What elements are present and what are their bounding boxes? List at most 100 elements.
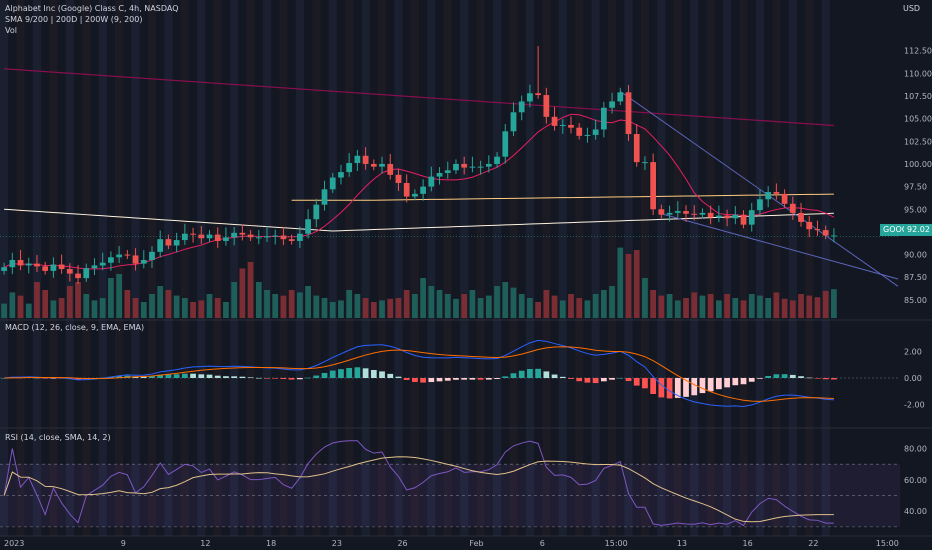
y-tick-label: 112.50	[904, 47, 932, 56]
volume-bar	[108, 278, 114, 318]
session-band	[509, 0, 518, 536]
volume-bar	[798, 294, 804, 318]
volume-bar	[264, 290, 270, 318]
currency-label: USD	[903, 4, 921, 13]
y-tick-label: 110.00	[904, 69, 932, 78]
candle	[370, 163, 377, 167]
rsi-legend[interactable]: RSI (14, close, SMA, 14, 2)	[5, 433, 111, 442]
session-band	[575, 0, 584, 536]
volume-bar	[313, 295, 320, 318]
macd-histogram-bar	[181, 373, 188, 378]
macd-histogram-bar	[387, 373, 394, 378]
candle	[436, 173, 443, 177]
candle	[789, 203, 796, 213]
macd-histogram-bar	[453, 378, 459, 380]
volume-bar	[436, 290, 443, 318]
volume-bar	[149, 294, 155, 318]
indicator-legend[interactable]: SMA 9/200 | 200D | 200W (9, 200)	[5, 15, 143, 24]
macd-histogram-bar	[223, 376, 229, 378]
volume-bar	[494, 286, 500, 318]
candle	[715, 215, 722, 218]
macd-histogram-bar	[642, 378, 648, 389]
candle	[280, 235, 287, 240]
candle	[231, 232, 238, 238]
volume-bar	[321, 298, 328, 318]
macd-histogram-bar	[518, 370, 525, 378]
macd-histogram-bar	[765, 375, 772, 378]
volume-bar	[781, 298, 788, 318]
y-tick-label: 87.50	[904, 273, 927, 282]
candle	[264, 236, 270, 238]
volume-bar	[822, 290, 829, 318]
volume-bar	[592, 294, 599, 318]
candle	[494, 156, 500, 164]
volume-bar	[732, 298, 739, 318]
volume-bar	[403, 290, 410, 318]
sma-200d-line	[4, 208, 834, 232]
volume-bar	[510, 287, 517, 318]
session-band	[788, 0, 797, 536]
macd-histogram-bar	[691, 378, 698, 396]
macd-legend[interactable]: MACD (12, 26, close, 9, EMA, EMA)	[5, 323, 145, 332]
session-band	[361, 0, 370, 536]
volume-bar	[181, 298, 188, 318]
session-band	[673, 0, 682, 536]
chart-title: Alphabet Inc (Google) Class C, 4h, NASDA…	[5, 4, 179, 13]
candle	[83, 268, 90, 279]
volume-bar	[165, 290, 172, 318]
macd-histogram-bar	[214, 375, 221, 378]
macd-histogram-bar	[206, 374, 213, 378]
session-band	[427, 0, 436, 536]
volume-bar	[198, 300, 205, 318]
macd-histogram-bar	[732, 378, 739, 386]
volume-bar	[420, 278, 426, 318]
sma-200w-line	[4, 68, 834, 127]
volume-bar	[1, 303, 7, 318]
volume-bar	[576, 298, 583, 318]
macd-histogram-bar	[313, 375, 320, 378]
macd-histogram-bar	[173, 374, 180, 378]
macd-histogram-bar	[354, 367, 361, 378]
macd-histogram-bar	[699, 378, 706, 394]
volume-bar	[773, 292, 780, 318]
volume-bar	[58, 298, 65, 318]
candle	[428, 176, 435, 187]
volume-bar	[642, 278, 648, 318]
signal-line	[4, 346, 834, 402]
macd-histogram-bar	[559, 376, 566, 378]
candle	[806, 221, 813, 230]
session-band	[213, 0, 222, 536]
macd-histogram-bar	[822, 378, 829, 380]
volume-bar	[748, 294, 755, 318]
volume-bar	[190, 302, 196, 318]
volume-bar	[9, 292, 16, 318]
candle	[781, 193, 788, 204]
y-tick-label: 107.50	[904, 92, 932, 101]
candle	[576, 127, 583, 136]
candle	[157, 239, 164, 252]
y-tick-label: 102.50	[904, 137, 932, 146]
volume-bar	[477, 298, 484, 318]
candle	[658, 209, 665, 215]
candle	[379, 163, 385, 167]
volume-legend[interactable]: Vol	[5, 26, 17, 35]
session-band	[262, 0, 272, 536]
macd-histogram-bar	[831, 378, 837, 380]
volume-bar	[132, 298, 139, 318]
volume-bar	[485, 295, 492, 318]
macd-histogram-bar	[551, 374, 558, 378]
volume-bar	[625, 254, 632, 318]
trendline-upper	[619, 91, 899, 287]
macd-histogram-bar	[444, 378, 451, 381]
x-tick-label: 18	[266, 539, 276, 548]
volume-bar	[362, 298, 369, 318]
candle	[50, 264, 57, 271]
candle	[190, 233, 196, 235]
candle	[313, 204, 320, 220]
volume-bar	[707, 294, 714, 318]
rsi-tick-label: 60.00	[904, 476, 927, 485]
macd-histogram-bar	[494, 378, 500, 379]
volume-bar	[724, 294, 730, 318]
candle	[584, 134, 591, 136]
